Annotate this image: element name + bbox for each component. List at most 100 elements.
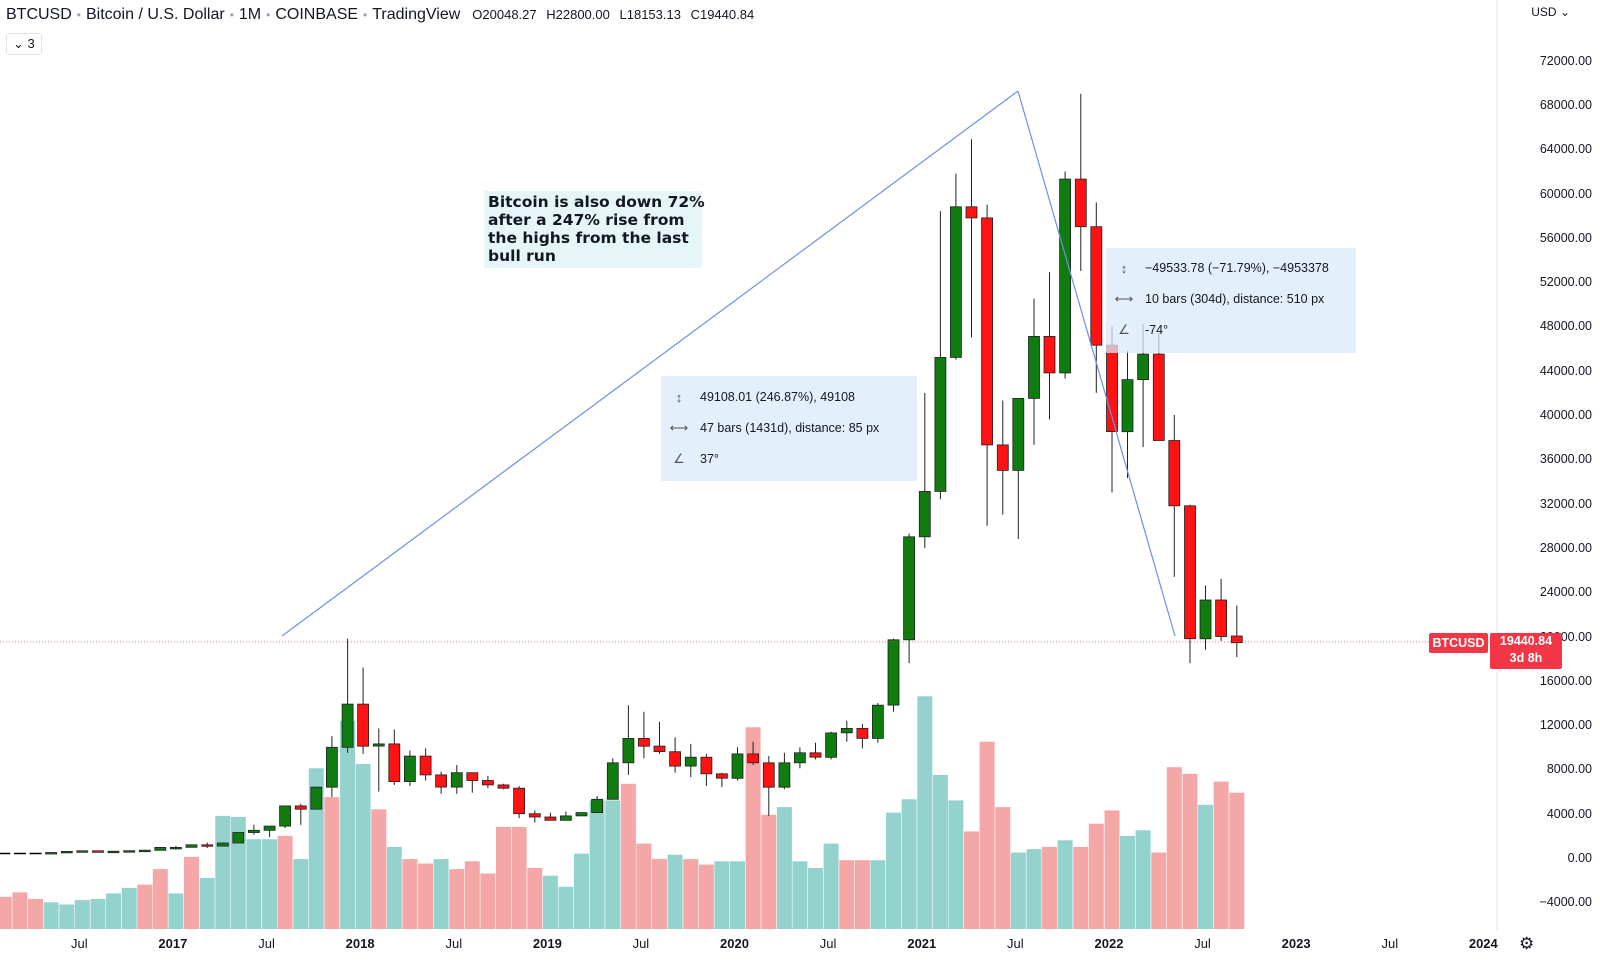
currency-selector[interactable]: USD ⌄	[1531, 5, 1570, 19]
candle	[154, 847, 167, 851]
volume-bar	[574, 853, 589, 929]
volume-bar	[667, 854, 683, 929]
annotation-line: after a 247% rise from	[488, 211, 685, 229]
measure-box-fall[interactable]: ↕ −49533.78 (−71.79%), −4953378 ⟷ 10 bar…	[1106, 248, 1356, 353]
candle	[747, 741, 759, 765]
candle-body-down	[700, 756, 713, 775]
measure-distance-tail: 5 px	[855, 421, 880, 435]
volume-bar	[542, 875, 558, 929]
volume-bars	[0, 696, 1245, 929]
candle-body-up	[872, 704, 884, 739]
candle	[887, 638, 900, 712]
candle-body-up	[1028, 335, 1040, 399]
volume-bar	[496, 827, 511, 929]
volume-bar	[558, 886, 574, 929]
volume-bar	[683, 859, 699, 929]
trend-line-rise[interactable]	[281, 90, 1019, 637]
candle	[794, 747, 806, 769]
measure-price-change: 49108.01 (246.87%), 49108	[700, 390, 855, 404]
candle	[1168, 415, 1181, 577]
candle	[716, 772, 728, 788]
candle	[1028, 298, 1040, 445]
time-tick-label: Jul	[819, 936, 837, 951]
volume-bar	[1073, 846, 1089, 929]
time-tick-label: Jul	[258, 936, 275, 951]
annotation-line: bull run	[488, 247, 556, 265]
candle-body-up	[575, 812, 588, 817]
volume-bar	[745, 727, 761, 929]
volume-bar	[230, 817, 246, 929]
candle-body-up	[372, 743, 385, 747]
candle	[1230, 605, 1243, 657]
candle-body-down	[92, 850, 104, 853]
volume-bar	[1057, 840, 1073, 929]
volume-bar	[886, 812, 901, 929]
candle-body-down	[201, 844, 214, 847]
candle	[872, 703, 884, 743]
candle-body-up	[154, 847, 167, 851]
source-label: TradingView	[372, 6, 461, 23]
candle-body-up	[887, 639, 900, 706]
interval-label[interactable]: 1M	[238, 6, 262, 23]
vertical-range-icon: ↕	[1120, 260, 1128, 276]
volume-bar	[1151, 852, 1167, 929]
candle-body-up	[1121, 379, 1134, 433]
candle	[934, 211, 947, 500]
candle	[60, 851, 73, 854]
time-tick-label: Jul	[1381, 936, 1399, 951]
volume-bar	[121, 887, 137, 929]
measure-box-rise[interactable]: ↕ 49108.01 (246.87%), 49108 ⟷ 47 bars (1…	[661, 376, 917, 481]
candle-body-up	[1199, 599, 1212, 640]
volume-bar	[839, 860, 855, 929]
candle	[918, 392, 931, 548]
candle	[435, 771, 448, 794]
volume-bar	[386, 846, 402, 929]
volume-bar	[480, 873, 496, 929]
candle-body-up	[450, 772, 463, 788]
price-tick-label: 72000.00	[1539, 53, 1592, 68]
text-annotation[interactable]: Bitcoin is also down 72% after a 247% ri…	[484, 191, 705, 268]
candle-body-up	[247, 829, 260, 833]
price-tick-label: 64000.00	[1539, 142, 1592, 157]
volume-bar	[808, 868, 823, 929]
candle	[700, 753, 713, 786]
candle	[591, 796, 603, 813]
symbol-ticker[interactable]: BTCUSD	[6, 6, 72, 23]
volume-bar	[948, 800, 964, 929]
price-tick-label: 36000.00	[1539, 452, 1592, 467]
trend-line-fall[interactable]	[1017, 90, 1176, 637]
candle	[310, 786, 323, 810]
candle	[232, 832, 245, 844]
price-tick-label: 40000.00	[1539, 408, 1592, 422]
volume-bar	[324, 797, 340, 929]
horizontal-range-icon: ⟷	[669, 420, 689, 435]
volume-bar	[355, 763, 371, 929]
indicators-toggle-button[interactable]: ⌄ 3	[6, 33, 42, 55]
volume-bar	[90, 899, 106, 929]
candle-body-down	[965, 206, 978, 219]
candle-body-down	[1152, 353, 1165, 441]
candle	[497, 783, 510, 790]
volume-bar	[964, 831, 979, 929]
candle-body-up	[341, 703, 354, 748]
volume-bar	[714, 861, 730, 929]
volume-bar	[1213, 781, 1229, 929]
candle-body-up	[560, 815, 572, 821]
time-tick-label: 2019	[532, 936, 562, 951]
candle-body-down	[653, 745, 666, 752]
candle-body-down	[294, 805, 307, 810]
candle-body-down	[466, 772, 479, 781]
candle-body-up	[123, 850, 136, 853]
time-tick-label: 2018	[345, 936, 375, 951]
candle-body-down	[1184, 505, 1196, 640]
measure-angle: 37°	[700, 452, 719, 466]
bar-countdown: 3d 8h	[1509, 651, 1543, 665]
candle-body-up	[606, 762, 619, 800]
candle-body-up	[918, 490, 931, 538]
last-price-value: 19440.84	[1499, 634, 1553, 648]
candle	[294, 803, 307, 825]
volume-bar	[1120, 835, 1135, 929]
gear-icon[interactable]: ⚙	[1519, 934, 1535, 953]
candle	[981, 204, 993, 526]
